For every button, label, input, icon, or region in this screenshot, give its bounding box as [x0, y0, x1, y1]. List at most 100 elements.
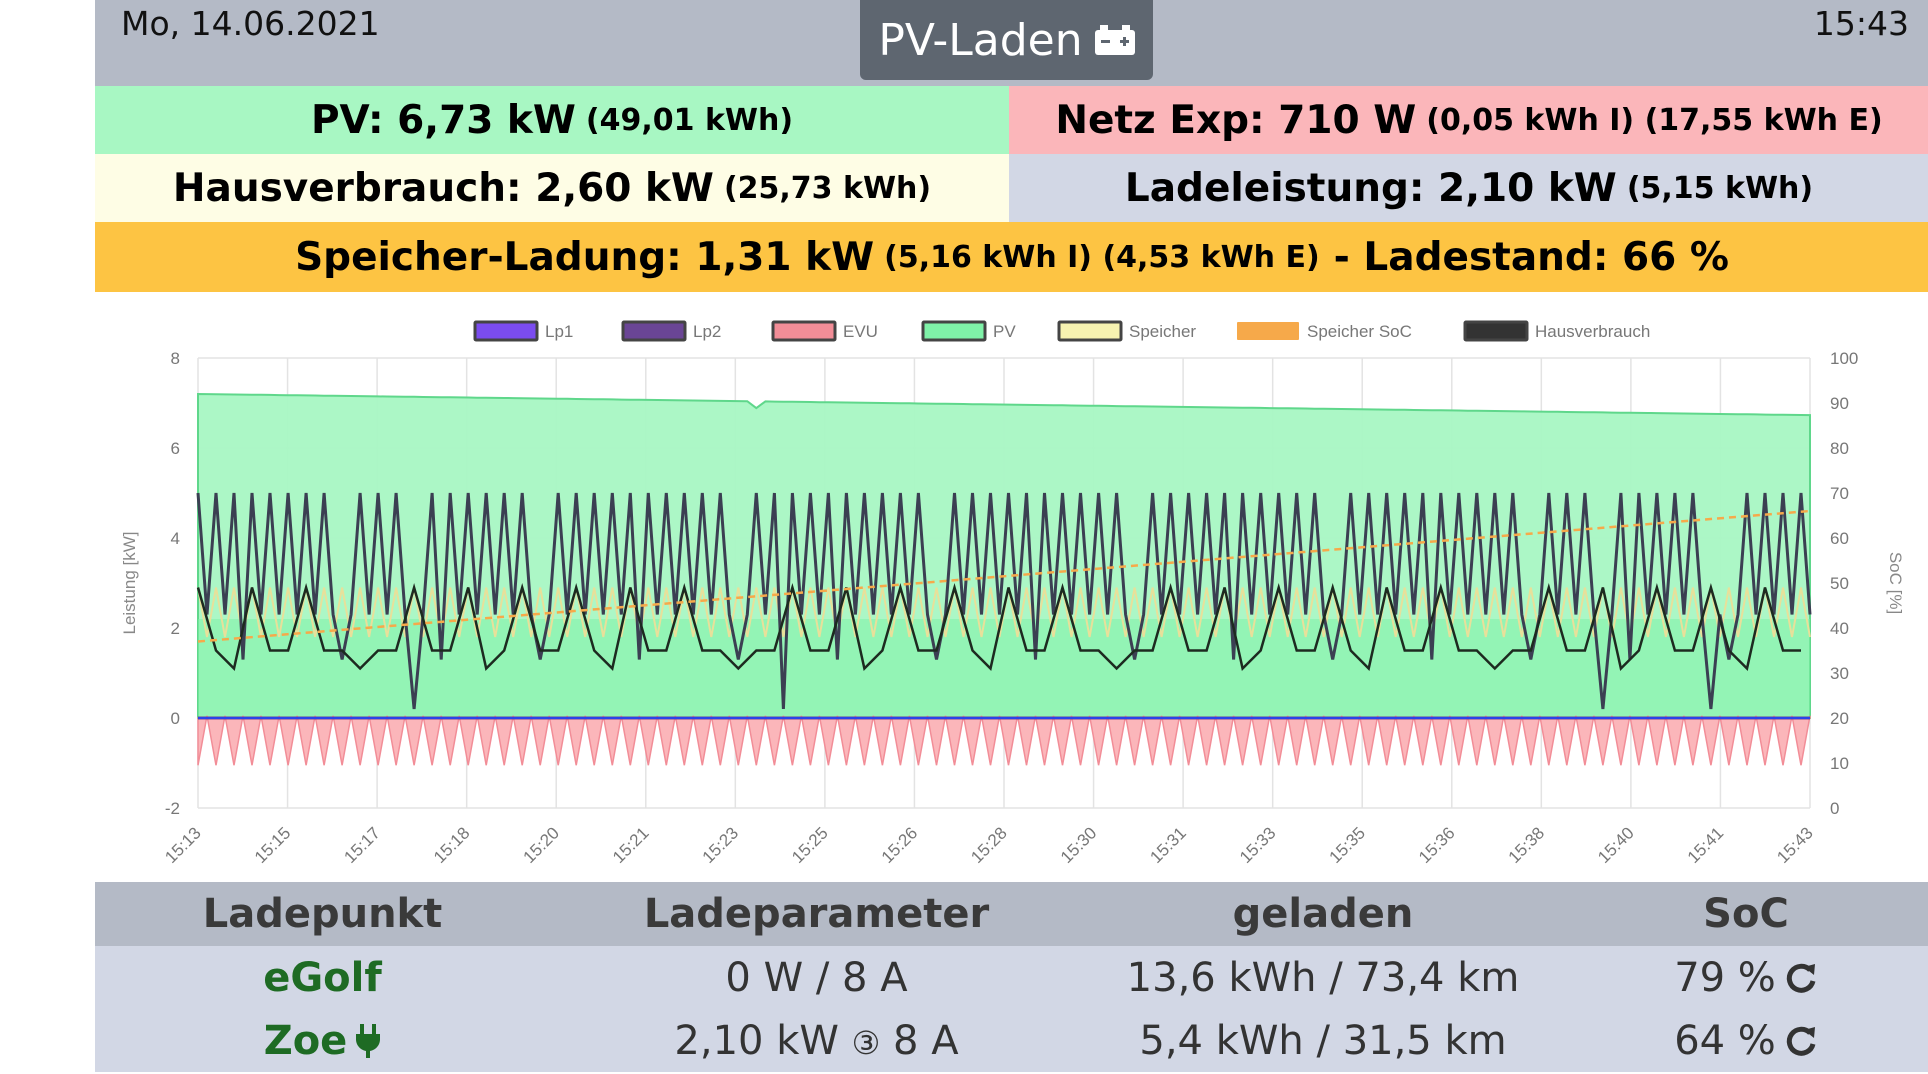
vehicle-soc: 79 %: [1674, 954, 1776, 1001]
house-energy: (25,73 kWh): [723, 170, 932, 206]
x-tick-label: 15:41: [1684, 823, 1728, 867]
legend-label: EVU: [843, 322, 878, 341]
charge-point-name[interactable]: eGolf: [263, 954, 382, 1001]
hausverbrauch-series-detail: [196, 582, 1801, 671]
y2-tick-label: 80: [1830, 439, 1849, 458]
phase-count-icon: ③: [851, 1023, 881, 1062]
x-tick-label: 15:17: [340, 823, 384, 867]
x-tick-label: 15:38: [1505, 823, 1549, 867]
y2-tick-label: 100: [1830, 349, 1858, 368]
x-tick-label: 15:40: [1594, 823, 1638, 867]
x-tick-label: 15:35: [1326, 823, 1370, 867]
y-tick-label: 6: [171, 439, 180, 458]
charged-amount: 13,6 kWh / 73,4 km: [1126, 954, 1520, 1001]
y2-tick-label: 70: [1830, 484, 1849, 503]
y2-tick-label: 10: [1830, 754, 1849, 773]
evu-series-area: [197, 715, 1811, 766]
y-tick-label: 2: [171, 619, 180, 638]
y2-axis-title: SoC [%]: [1886, 552, 1905, 614]
table-header: Ladepunkt Ladeparameter geladen SoC: [95, 882, 1928, 946]
speicher-series-area: [198, 619, 1810, 718]
y-tick-label: 4: [171, 529, 180, 548]
power-chart: Lp1 Lp2 EVU PV Speicher Speicher SoC Hausverbr…: [95, 300, 1928, 880]
y2-tick-label: 40: [1830, 619, 1849, 638]
charge-params: 0 W / 8 A: [725, 954, 908, 1001]
time-display: 15:43: [1813, 4, 1909, 43]
legend-swatch: [1057, 320, 1123, 342]
x-tick-label: 15:20: [520, 823, 564, 867]
pv-status: PV: 6,73 kW (49,01 kWh): [95, 86, 1009, 154]
house-power: Hausverbrauch: 2,60 kW: [172, 165, 714, 211]
y2-tick-label: 30: [1830, 664, 1849, 683]
storage-energy: (5,16 kWh I) (4,53 kWh E): [884, 239, 1320, 275]
legend-label: Speicher: [1129, 322, 1196, 341]
refresh-icon[interactable]: [1784, 961, 1818, 995]
y2-tick-label: 20: [1830, 709, 1849, 728]
mode-title: PV-Laden: [878, 14, 1083, 66]
charge-status: Ladeleistung: 2,10 kW (5,15 kWh): [1009, 154, 1928, 222]
top-bar: Mo, 14.06.2021 PV-Laden 15:43: [95, 0, 1928, 86]
mode-button[interactable]: PV-Laden: [860, 0, 1153, 80]
x-tick-label: 15:18: [430, 823, 474, 867]
header-soc: SoC: [1703, 891, 1789, 937]
legend-swatch: [1237, 322, 1299, 340]
x-tick-label: 15:13: [161, 823, 205, 867]
speicher-soc-series-line: [197, 509, 1811, 643]
charge-energy: (5,15 kWh): [1626, 170, 1814, 206]
legend-label: Hausverbrauch: [1535, 322, 1650, 341]
legend-swatch: [1463, 320, 1529, 342]
vehicle-soc: 64 %: [1674, 1017, 1776, 1064]
legend-swatch: [921, 320, 987, 342]
plug-icon: [356, 1023, 381, 1058]
legend-label: Lp2: [693, 322, 721, 341]
legend-swatch: [621, 320, 687, 342]
x-tick-label: 15:30: [1057, 823, 1101, 867]
x-tick-label: 15:43: [1773, 823, 1817, 867]
storage-status: Speicher-Ladung: 1,31 kW (5,16 kWh I) (4,…: [95, 222, 1928, 292]
house-status: Hausverbrauch: 2,60 kW (25,73 kWh): [95, 154, 1009, 222]
charge-point-table: Ladepunkt Ladeparameter geladen SoC eGol…: [95, 882, 1928, 1072]
storage-soc: - Ladestand: 66 %: [1333, 234, 1729, 280]
y2-tick-label: 60: [1830, 529, 1849, 548]
x-tick-label: 15:31: [1146, 823, 1190, 867]
date-display: Mo, 14.06.2021: [121, 4, 380, 43]
legend-label: PV: [993, 322, 1016, 341]
storage-power: Speicher-Ladung: 1,31 kW: [295, 234, 875, 280]
charge-point-name[interactable]: Zoe: [263, 1017, 348, 1064]
header-geladen: geladen: [1232, 891, 1414, 937]
x-tick-label: 15:26: [878, 823, 922, 867]
pv-power: PV: 6,73 kW: [310, 97, 576, 143]
charged-amount: 5,4 kWh / 31,5 km: [1139, 1017, 1507, 1064]
y2-tick-label: 90: [1830, 394, 1849, 413]
app: Mo, 14.06.2021 PV-Laden 15:43 PV: 6,73 k…: [95, 0, 1928, 1074]
y2-tick-label: 0: [1830, 799, 1839, 818]
grid-energy: (0,05 kWh I) (17,55 kWh E): [1426, 102, 1883, 138]
legend-label: Speicher SoC: [1307, 322, 1412, 341]
x-tick-label: 15:23: [699, 823, 743, 867]
car-battery-icon: [1094, 25, 1135, 55]
x-tick-label: 15:21: [609, 823, 653, 867]
refresh-icon[interactable]: [1784, 1024, 1818, 1058]
legend-swatch: [771, 320, 837, 342]
table-row: Zoe 2,10 kW ③ 8 A 5,4 kWh / 31,5 km 64 %: [95, 1009, 1928, 1072]
charge-power-value: 2,10 kW: [674, 1017, 839, 1064]
legend-label: Lp1: [545, 322, 573, 341]
y-tick-label: -2: [165, 799, 180, 818]
header-ladepunkt: Ladepunkt: [202, 891, 443, 937]
grid-status: Netz Exp: 710 W (0,05 kWh I) (17,55 kWh E…: [1009, 86, 1928, 154]
charge-power: Ladeleistung: 2,10 kW: [1124, 165, 1617, 211]
legend-swatch: [473, 320, 539, 342]
x-tick-label: 15:36: [1415, 823, 1459, 867]
y-tick-label: 8: [171, 349, 180, 368]
table-row: eGolf 0 W / 8 A 13,6 kWh / 73,4 km 79 %: [95, 946, 1928, 1009]
x-tick-label: 15:15: [251, 823, 295, 867]
hausverbrauch-series-line: [196, 492, 1812, 710]
y-tick-label: 0: [171, 709, 180, 728]
charge-current-value: 8 A: [893, 1017, 959, 1064]
x-tick-label: 15:28: [967, 823, 1011, 867]
y-axis-title: Leistung [kW]: [120, 532, 139, 635]
header-ladeparameter: Ladeparameter: [643, 891, 990, 937]
x-tick-label: 15:25: [788, 823, 832, 867]
grid-power: Netz Exp: 710 W: [1055, 97, 1417, 143]
table-body: eGolf 0 W / 8 A 13,6 kWh / 73,4 km 79 % …: [95, 946, 1928, 1072]
